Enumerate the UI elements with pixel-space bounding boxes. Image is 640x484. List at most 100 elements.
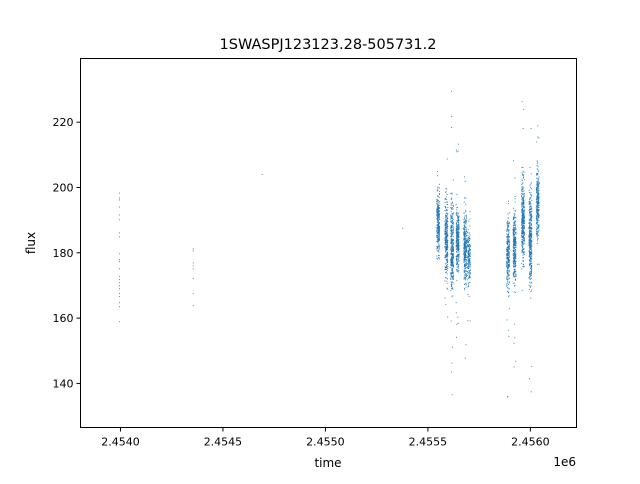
data-point	[450, 215, 452, 217]
data-point	[436, 228, 438, 230]
data-point	[537, 202, 539, 204]
data-point	[528, 203, 530, 205]
data-point	[457, 222, 459, 224]
data-point	[463, 238, 465, 240]
data-point	[444, 230, 446, 232]
data-point	[452, 214, 454, 216]
data-point	[468, 245, 470, 247]
data-point	[450, 208, 452, 210]
data-point	[529, 201, 531, 203]
data-point	[452, 204, 454, 206]
data-point	[467, 241, 469, 243]
data-point	[514, 292, 516, 294]
data-point	[521, 186, 523, 188]
data-point	[452, 223, 454, 225]
data-point	[469, 245, 471, 247]
data-point	[513, 242, 515, 244]
data-point	[456, 243, 458, 245]
data-point	[458, 270, 460, 272]
data-point	[536, 194, 538, 196]
data-point	[536, 183, 538, 185]
data-point	[465, 275, 467, 277]
data-point	[445, 253, 447, 255]
data-point	[436, 235, 438, 237]
data-point	[464, 243, 466, 245]
data-point	[437, 187, 439, 189]
data-point	[529, 219, 531, 221]
data-point	[530, 192, 532, 194]
data-point	[437, 208, 439, 210]
data-point	[531, 240, 533, 242]
data-point	[451, 281, 453, 283]
data-point	[468, 253, 470, 255]
data-point	[469, 246, 471, 248]
data-point	[521, 231, 523, 233]
data-point	[457, 240, 459, 242]
data-point	[464, 256, 466, 258]
data-point	[451, 232, 453, 234]
data-point	[530, 194, 532, 196]
data-point	[463, 221, 465, 223]
data-point	[522, 188, 524, 190]
data-point	[513, 241, 515, 243]
data-point	[450, 193, 452, 195]
data-point	[529, 263, 531, 265]
data-point	[536, 234, 538, 236]
data-point	[438, 238, 440, 240]
data-point	[452, 270, 454, 272]
data-point	[523, 201, 525, 203]
data-point	[457, 234, 459, 236]
data-point	[529, 210, 531, 212]
data-point	[508, 256, 510, 258]
data-point	[508, 200, 510, 202]
data-point	[536, 243, 538, 245]
data-point	[452, 205, 454, 207]
data-point	[530, 268, 532, 270]
data-point	[458, 215, 460, 217]
data-point	[523, 233, 525, 235]
data-point	[529, 239, 531, 241]
data-point	[513, 270, 515, 272]
data-point	[456, 239, 458, 241]
data-point	[515, 253, 517, 255]
data-point	[537, 200, 539, 202]
data-point	[506, 227, 508, 229]
data-point	[458, 256, 460, 258]
data-point	[456, 279, 458, 281]
data-point	[452, 233, 454, 235]
data-point	[521, 172, 523, 174]
data-point	[444, 233, 446, 235]
data-point	[463, 269, 465, 271]
data-point	[529, 235, 531, 237]
x-tick-label: 2.4550	[306, 436, 345, 449]
data-point	[456, 151, 458, 153]
data-point	[464, 238, 466, 240]
data-point	[536, 173, 538, 175]
data-point	[450, 198, 452, 200]
data-point	[261, 173, 263, 175]
data-point	[447, 213, 449, 215]
data-point	[537, 203, 539, 205]
data-point	[512, 232, 514, 234]
data-point	[523, 248, 525, 250]
data-point	[508, 270, 510, 272]
data-point	[538, 229, 540, 231]
data-point	[515, 232, 517, 234]
data-point	[447, 288, 449, 290]
data-point	[506, 277, 508, 279]
data-point	[515, 247, 517, 249]
data-point	[436, 203, 438, 205]
data-point	[530, 215, 532, 217]
data-point	[456, 228, 458, 230]
data-point	[465, 263, 467, 265]
data-point	[447, 282, 449, 284]
data-point	[465, 248, 467, 250]
data-point	[522, 218, 524, 220]
data-point	[514, 256, 516, 258]
data-point	[521, 216, 523, 218]
data-point	[531, 265, 533, 267]
data-point	[536, 200, 538, 202]
data-point	[529, 233, 531, 235]
data-point	[530, 251, 532, 253]
data-point	[523, 238, 525, 240]
